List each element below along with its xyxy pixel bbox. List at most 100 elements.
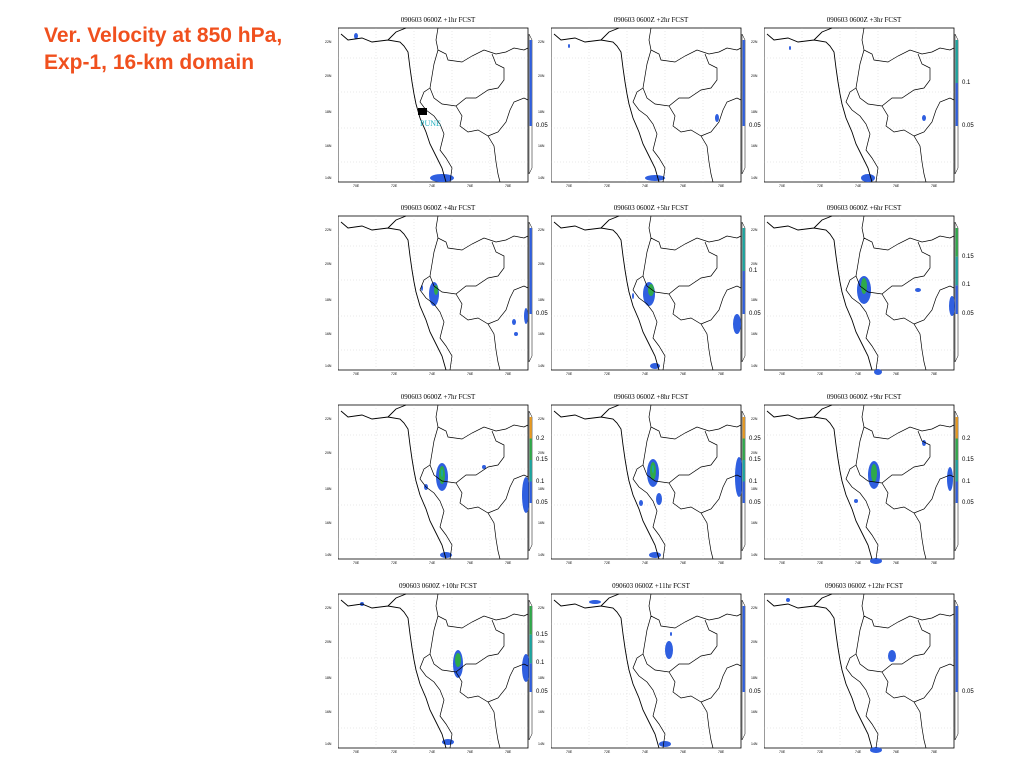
latitude-label: 18N (751, 487, 758, 491)
longitude-label: 70E (779, 750, 786, 754)
colorbar (954, 410, 959, 552)
latitude-label: 14N (538, 176, 545, 180)
latitude-label: 22N (538, 40, 545, 44)
colorbar (741, 33, 746, 175)
forecast-panel: 090603 0600Z +12hr FCST 0.05 22N 20N 18N 16N 1… (751, 582, 976, 764)
colorbar (528, 33, 533, 175)
latitude-label: 20N (751, 74, 758, 78)
velocity-contour (665, 641, 673, 659)
longitude-label: 70E (353, 750, 360, 754)
longitude-label: 76E (893, 184, 900, 188)
colorbar-label: 0.1 (962, 282, 971, 289)
velocity-contour (648, 284, 654, 296)
longitude-label: 76E (893, 561, 900, 565)
city-label: PUNE (420, 119, 441, 128)
velocity-contour (568, 44, 570, 48)
state-boundary (632, 593, 742, 749)
longitude-label: 70E (779, 372, 786, 376)
forecast-panel: 090603 0600Z +6hr FCST 0.15 0.1 0.05 22N 20N 1… (751, 204, 976, 386)
coastline (766, 215, 873, 371)
colorbar-label: 0.05 (536, 123, 548, 129)
velocity-map (551, 404, 746, 560)
longitude-label: 70E (779, 184, 786, 188)
longitude-label: 74E (642, 184, 649, 188)
slide-title: Ver. Velocity at 850 hPa, Exp-1, 16-km d… (44, 24, 283, 74)
latitude-label: 14N (538, 364, 545, 368)
latitude-label: 18N (325, 676, 332, 680)
colorbar-label: 0.05 (536, 500, 548, 506)
longitude-label: 70E (353, 372, 360, 376)
state-boundary (845, 27, 955, 183)
panel-title: 090603 0600Z +3hr FCST (826, 16, 902, 24)
longitude-label: 70E (566, 184, 573, 188)
velocity-map (551, 593, 746, 749)
colorbar-label: 0.05 (749, 311, 761, 317)
latitude-label: 14N (325, 364, 332, 368)
velocity-contour (735, 457, 743, 497)
velocity-map (764, 215, 959, 375)
velocity-map (551, 215, 746, 371)
coastline (553, 215, 660, 371)
velocity-map (764, 27, 959, 183)
velocity-map (338, 215, 533, 371)
velocity-contour (854, 499, 858, 503)
colorbar-label: 0.1 (749, 268, 758, 274)
latitude-label: 18N (325, 298, 332, 302)
velocity-contour (440, 552, 452, 558)
forecast-panel: 090603 0600Z +1hr FCST 0.05 22N 20N 18N 16N 14… (325, 16, 550, 198)
colorbar (954, 599, 959, 741)
colorbar (741, 221, 746, 363)
longitude-label: 78E (931, 372, 938, 376)
velocity-contour (733, 314, 741, 334)
state-boundary (845, 404, 955, 560)
velocity-contour (870, 747, 882, 753)
velocity-contour (789, 46, 791, 50)
longitude-label: 70E (566, 372, 573, 376)
longitude-label: 76E (680, 561, 687, 565)
latitude-label: 20N (751, 640, 758, 644)
latitude-label: 22N (751, 606, 758, 610)
coastline (553, 27, 660, 183)
velocity-contour (652, 465, 654, 473)
longitude-label: 76E (467, 561, 474, 565)
velocity-contour (659, 741, 671, 747)
latitude-label: 16N (751, 144, 758, 148)
latitude-label: 20N (538, 451, 545, 455)
velocity-contour (670, 632, 672, 636)
velocity-contour (786, 598, 790, 602)
latitude-label: 16N (325, 710, 332, 714)
colorbar (741, 599, 746, 741)
velocity-contour (639, 500, 643, 506)
latitude-label: 20N (538, 262, 545, 266)
panel-title: 090603 0600Z +1hr FCST (400, 16, 476, 24)
longitude-label: 78E (931, 750, 938, 754)
forecast-panel: 090603 0600Z +8hr FCST 0.25 0.15 0.1 0.05 22N… (538, 393, 763, 575)
state-boundary (419, 404, 529, 560)
latitude-label: 18N (751, 676, 758, 680)
colorbar-label: 0.1 (749, 478, 758, 485)
velocity-contour (434, 285, 438, 295)
longitude-label: 74E (429, 750, 436, 754)
latitude-label: 18N (538, 298, 545, 302)
forecast-panel: 090603 0600Z +10hr FCST 0.15 0.1 0.05 22N 20N… (325, 582, 550, 764)
colorbar (528, 599, 533, 741)
colorbar-label: 0.2 (536, 435, 545, 442)
longitude-label: 78E (718, 750, 725, 754)
longitude-label: 72E (604, 750, 611, 754)
velocity-contour (947, 467, 953, 491)
longitude-label: 72E (817, 372, 824, 376)
colorbar-label: 0.15 (962, 253, 974, 260)
forecast-panel: 090603 0600Z +9hr FCST 0.2 0.15 0.1 0.05 22N 2… (751, 393, 976, 575)
latitude-label: 22N (751, 417, 758, 421)
colorbar (528, 410, 533, 552)
latitude-label: 16N (325, 332, 332, 336)
longitude-label: 78E (931, 561, 938, 565)
longitude-label: 78E (505, 372, 512, 376)
latitude-label: 20N (325, 640, 332, 644)
longitude-label: 76E (467, 184, 474, 188)
velocity-contour (524, 308, 528, 324)
forecast-panel: 090603 0600Z +7hr FCST 0.2 0.15 0.1 0.05 22N 2… (325, 393, 550, 575)
latitude-label: 20N (538, 74, 545, 78)
state-boundary (419, 27, 529, 183)
